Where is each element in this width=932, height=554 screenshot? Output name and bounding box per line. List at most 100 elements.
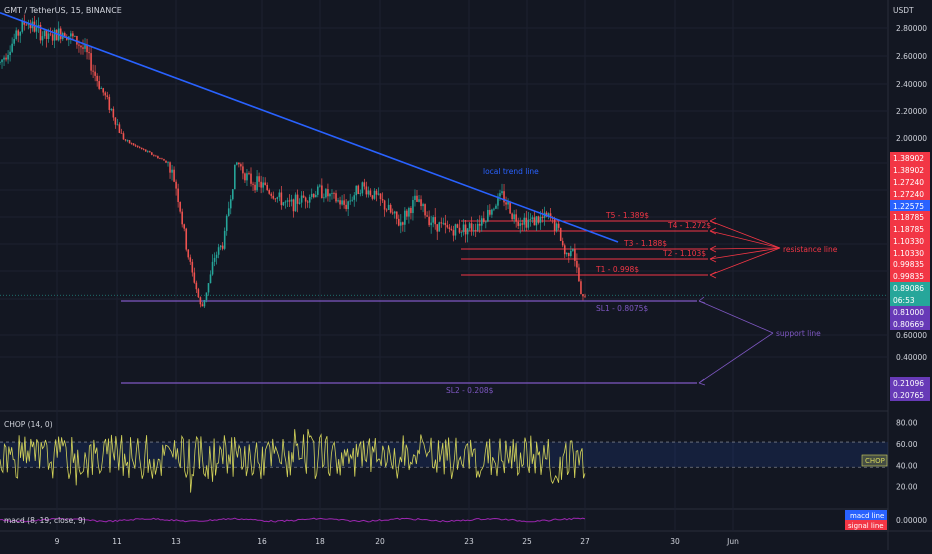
candle-body	[393, 211, 396, 214]
price-badge	[890, 294, 930, 306]
candle-body	[369, 190, 372, 196]
chop-panel: CHOP (14, 0)	[0, 420, 888, 493]
candle-body	[349, 200, 351, 202]
candle-body	[175, 181, 177, 189]
candle-body	[100, 88, 103, 89]
candle-body	[29, 24, 32, 29]
candle-body	[153, 154, 155, 156]
price-badge-label: 1.18785	[893, 213, 924, 222]
candle-body	[527, 219, 530, 228]
candle-body	[262, 182, 264, 188]
candle-body	[408, 208, 410, 217]
candle-body	[211, 261, 214, 275]
candle-body	[389, 204, 392, 213]
candle-body	[511, 213, 513, 220]
candle-body	[43, 30, 46, 37]
candle-body	[452, 230, 455, 236]
candle-body	[70, 33, 72, 37]
candle-body	[517, 221, 520, 226]
candle-body	[525, 217, 528, 228]
candle-body	[557, 223, 560, 228]
price-axis-tick: 2.40000	[896, 80, 927, 89]
candle-body	[76, 36, 78, 45]
candle-body	[92, 70, 94, 72]
candle-body	[553, 218, 556, 231]
candle-body	[355, 185, 358, 196]
candle-body	[169, 162, 171, 173]
candle-body	[264, 182, 266, 185]
candle-body	[422, 204, 424, 207]
candle-body	[363, 182, 366, 187]
candle-body	[9, 51, 11, 55]
trend-line[interactable]	[0, 12, 619, 243]
candle-body	[438, 222, 441, 232]
support-arrowhead	[698, 378, 706, 386]
price-badge	[890, 258, 930, 270]
candle-body	[74, 36, 76, 37]
candle-body	[513, 214, 515, 220]
candle-body	[373, 190, 376, 199]
candle-body	[290, 199, 293, 202]
candle-body	[0, 62, 1, 63]
macd-axis-tick: 0.00000	[896, 516, 927, 525]
candle-body	[148, 151, 151, 153]
candle-body	[503, 191, 505, 203]
candle-body	[353, 195, 356, 200]
candle-body	[426, 215, 428, 217]
candle-body	[98, 81, 100, 89]
resistance-arrowhead	[709, 271, 717, 279]
target-level-label: T4 - 1.272$	[667, 221, 711, 230]
candle-body	[146, 151, 149, 153]
candle-body	[112, 108, 115, 118]
candle-body	[187, 249, 190, 258]
candle-body	[78, 44, 80, 46]
candle-body	[136, 145, 139, 147]
candle-body	[450, 228, 453, 231]
candle-body	[65, 37, 68, 40]
candle-body	[296, 194, 299, 204]
candle-body	[86, 45, 88, 53]
candle-body	[491, 209, 493, 215]
candle-body	[345, 204, 347, 210]
candle-body	[179, 201, 181, 212]
candle-body	[53, 29, 56, 41]
candle-body	[205, 292, 208, 300]
candle-body	[151, 152, 153, 155]
candle-body	[327, 189, 329, 197]
candle-body	[102, 88, 105, 93]
candle-body	[325, 189, 327, 198]
candle-body	[84, 45, 86, 49]
candle-body	[468, 223, 471, 229]
candle-body	[236, 162, 238, 165]
candle-body	[3, 57, 5, 60]
chop-line	[0, 429, 586, 493]
candle-body	[495, 205, 497, 209]
price-badge	[890, 223, 930, 235]
chop-axis-tick: 40.00	[896, 461, 918, 470]
candle-body	[238, 162, 240, 165]
price-candles	[0, 14, 586, 309]
candle-body	[227, 208, 230, 216]
candle-body	[434, 217, 437, 225]
candle-body	[39, 24, 42, 41]
candle-body	[371, 195, 374, 199]
candle-body	[501, 191, 503, 194]
price-axis-tick: 0.60000	[896, 331, 927, 340]
price-badge	[890, 176, 930, 188]
candle-body	[555, 223, 558, 231]
macd-line-badge	[845, 510, 887, 520]
price-badge	[890, 282, 930, 294]
candle-body	[365, 186, 368, 195]
candle-body	[563, 245, 566, 255]
time-axis-tick: Jun	[726, 537, 739, 546]
candle-body	[418, 199, 420, 202]
candle-body	[274, 198, 277, 200]
candle-body	[138, 146, 141, 148]
candle-body	[300, 195, 303, 203]
candle-body	[466, 228, 469, 235]
candle-body	[474, 230, 477, 232]
candle-body	[482, 218, 485, 222]
candle-body	[302, 195, 305, 198]
